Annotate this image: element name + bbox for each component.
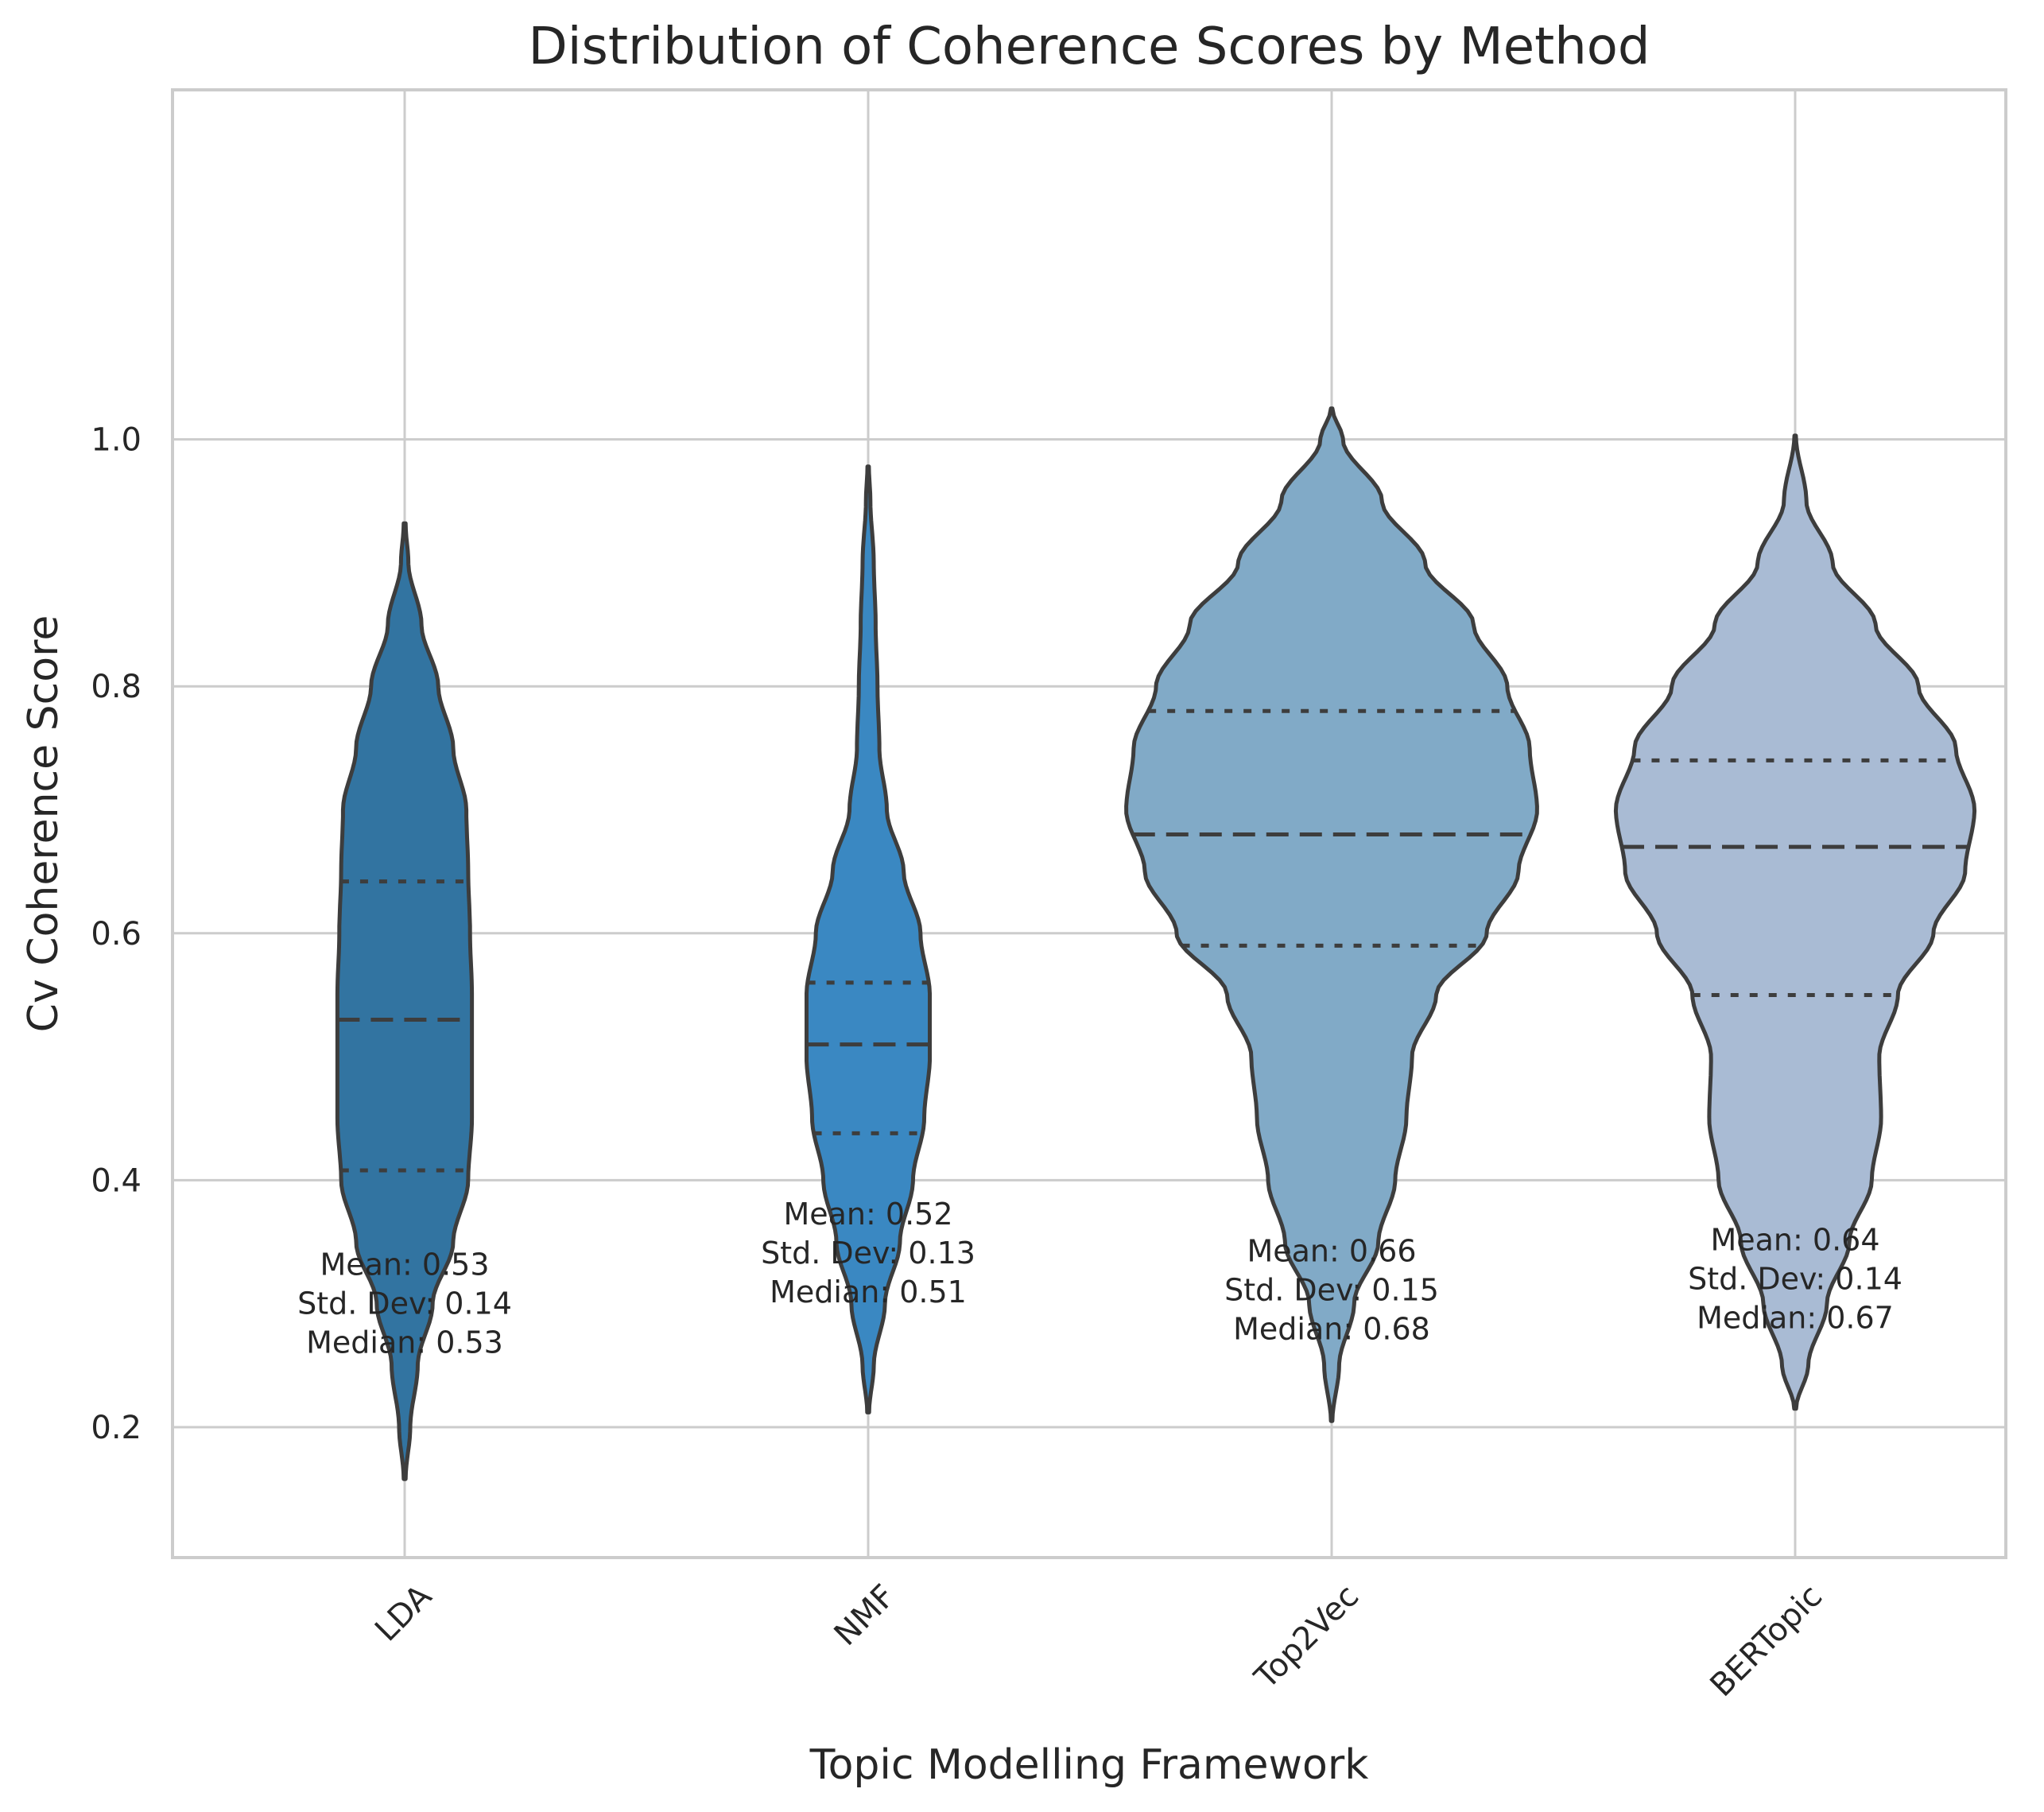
chart-title: Distribution of Coherence Scores by Meth…: [528, 17, 1650, 76]
annotation-text: Std. Dev: 0.14: [297, 1286, 512, 1321]
annotation-text: Std. Dev: 0.14: [1688, 1262, 1902, 1297]
x-tick-label: NMF: [828, 1578, 902, 1653]
annotation-text: Median: 0.68: [1233, 1312, 1430, 1347]
annotation-text: Mean: 0.53: [320, 1247, 489, 1282]
annotation-text: Median: 0.53: [306, 1325, 503, 1360]
x-tick-label: LDA: [368, 1577, 439, 1648]
violin-bertopic: [1613, 433, 1977, 1411]
violin-annotations: Mean: 0.53 Std. Dev: 0.14 Median: 0.53 Mean…: [297, 1197, 1902, 1360]
violin-top2vec: [1124, 406, 1539, 1423]
plot-frame: [171, 88, 2007, 1559]
y-tick-label: 0.8: [91, 669, 142, 705]
annotation-text: Std. Dev: 0.13: [761, 1236, 975, 1271]
annotation-text: Mean: 0.66: [1247, 1234, 1416, 1269]
annotation-text: Std. Dev: 0.15: [1224, 1273, 1439, 1308]
annotation-text: Mean: 0.64: [1710, 1223, 1879, 1258]
x-tick-label: BERTopic: [1704, 1578, 1830, 1705]
y-tick-labels: 0.2 0.4 0.6 0.8 1.0: [91, 422, 142, 1446]
annotation-text: Mean: 0.52: [783, 1197, 952, 1232]
x-tick-labels: LDA NMF Top2Vec BERTopic: [368, 1577, 1829, 1704]
annotation-text: Median: 0.51: [770, 1275, 967, 1310]
x-tick-label: Top2Vec: [1247, 1578, 1366, 1697]
y-tick-label: 1.0: [91, 422, 142, 459]
violins: [335, 406, 1977, 1481]
y-tick-label: 0.2: [91, 1410, 142, 1446]
y-tick-label: 0.6: [91, 916, 142, 953]
violin-nmf: [805, 464, 932, 1414]
violin-lda: [335, 521, 475, 1481]
y-axis-label: Cv Coherence Score: [20, 615, 68, 1033]
annotation-text: Median: 0.67: [1697, 1301, 1894, 1336]
x-axis-label: Topic Modelling Framework: [809, 1741, 1369, 1789]
y-tick-label: 0.4: [91, 1162, 142, 1199]
